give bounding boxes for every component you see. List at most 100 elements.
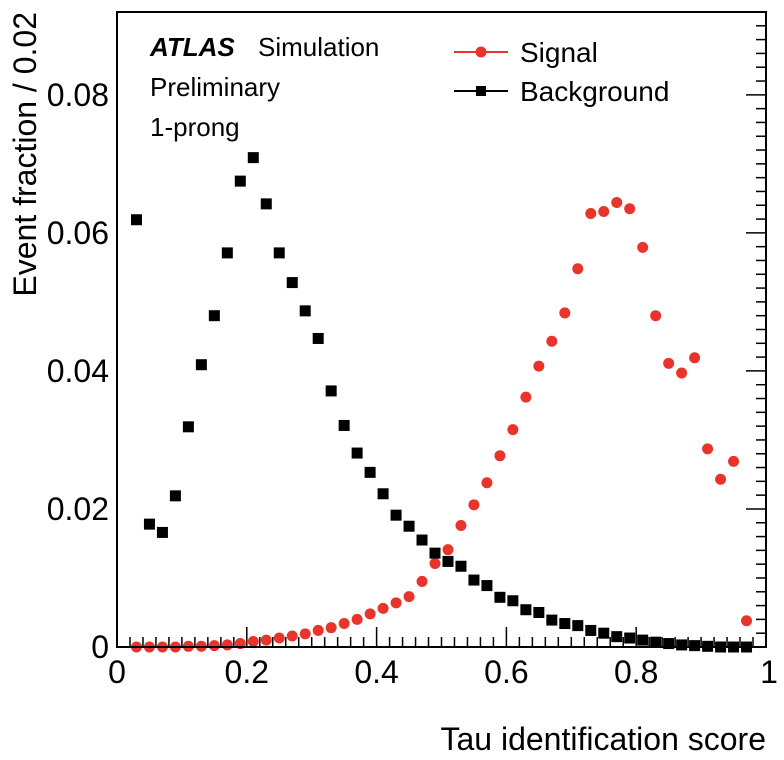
signal-point: [611, 197, 623, 208]
signal-point: [598, 205, 610, 217]
background-point: [689, 640, 701, 652]
signal-point: [624, 203, 636, 215]
background-point: [182, 421, 194, 433]
y-tick-label: 0.08: [47, 77, 109, 113]
background-point: [637, 634, 649, 646]
background-point: [598, 627, 610, 639]
signal-point: [585, 208, 597, 220]
background-point: [325, 385, 337, 397]
signal-point: [260, 634, 272, 646]
signal-point: [520, 391, 532, 403]
legend-signal-marker: [475, 46, 487, 58]
signal-point: [455, 520, 467, 532]
background-point: [247, 152, 259, 164]
background-point: [533, 606, 545, 618]
background-point: [130, 214, 142, 226]
background-point: [377, 488, 389, 500]
x-tick-label: 0.8: [614, 654, 658, 690]
background-point: [312, 332, 324, 344]
background-point: [299, 305, 311, 317]
background-point: [208, 310, 220, 322]
background-point: [611, 631, 623, 643]
signal-point: [403, 591, 415, 603]
x-tick-label: 1: [760, 654, 778, 690]
signal-point: [299, 628, 311, 640]
signal-point: [481, 477, 493, 489]
signal-point: [416, 575, 428, 587]
background-point: [507, 595, 519, 607]
legend-signal-label: Signal: [520, 37, 598, 68]
background-point: [663, 638, 675, 650]
signal-point: [468, 499, 480, 511]
x-tick-label: 0.4: [354, 654, 398, 690]
x-axis-label: Tau identification score: [440, 721, 766, 757]
background-point: [650, 636, 662, 648]
signal-point: [221, 639, 233, 651]
y-tick-label: 0.06: [47, 215, 109, 251]
prong-label: 1-prong: [150, 112, 240, 142]
tick-labels: 0 0.2 0.4 0.6 0.8 1 0 0.02 0.04 0.06 0.08: [47, 77, 778, 690]
background-point: [143, 518, 155, 530]
signal-point: [741, 615, 753, 627]
signal-point: [364, 608, 376, 620]
signal-point: [676, 367, 688, 379]
legend-background-marker: [476, 86, 486, 96]
background-point: [338, 419, 350, 431]
signal-point: [442, 544, 454, 556]
background-point: [156, 526, 168, 538]
background-point: [169, 490, 181, 502]
y-tick-label: 0: [91, 629, 109, 665]
simulation-label: Simulation: [258, 32, 379, 62]
background-point: [481, 580, 493, 592]
background-point: [676, 639, 688, 651]
background-series: [130, 152, 753, 653]
signal-point: [377, 602, 389, 614]
signal-point: [689, 352, 701, 364]
axis-ticks: [116, 11, 767, 648]
signal-point: [247, 635, 259, 647]
signal-point: [533, 360, 545, 372]
signal-point: [494, 450, 506, 462]
background-point: [429, 547, 441, 559]
background-point: [364, 466, 376, 478]
background-point: [286, 277, 298, 289]
signal-point: [312, 624, 324, 636]
atlas-label: ATLAS: [149, 32, 235, 62]
background-point: [390, 509, 402, 521]
background-point: [559, 618, 571, 630]
background-point: [442, 555, 454, 567]
background-point: [351, 447, 363, 459]
x-tick-label: 0.6: [484, 654, 528, 690]
signal-point: [507, 424, 519, 436]
background-point: [585, 624, 597, 636]
signal-series: [130, 197, 753, 653]
signal-point: [390, 597, 402, 609]
background-point: [546, 614, 558, 626]
background-point: [455, 560, 467, 572]
signal-point: [728, 455, 740, 467]
y-tick-label: 0.02: [47, 491, 109, 527]
background-point: [221, 247, 233, 259]
background-point: [273, 247, 285, 259]
signal-point: [637, 241, 649, 253]
background-point: [494, 591, 506, 603]
signal-point: [546, 335, 558, 347]
y-axis-label: Event fraction / 0.02: [7, 12, 43, 297]
x-tick-label: 0.2: [225, 654, 269, 690]
signal-point: [429, 557, 441, 569]
legend-background-label: Background: [520, 76, 669, 107]
signal-point: [702, 443, 714, 455]
signal-point: [273, 632, 285, 644]
signal-point: [286, 630, 298, 642]
legend: Signal Background: [454, 37, 669, 107]
signal-point: [663, 357, 675, 369]
signal-point: [650, 310, 662, 322]
background-point: [468, 574, 480, 586]
background-point: [234, 175, 246, 187]
x-tick-label: 0: [108, 654, 126, 690]
plot-frame: [116, 11, 767, 648]
background-point: [624, 632, 636, 644]
background-point: [572, 620, 584, 632]
background-point: [195, 359, 207, 371]
